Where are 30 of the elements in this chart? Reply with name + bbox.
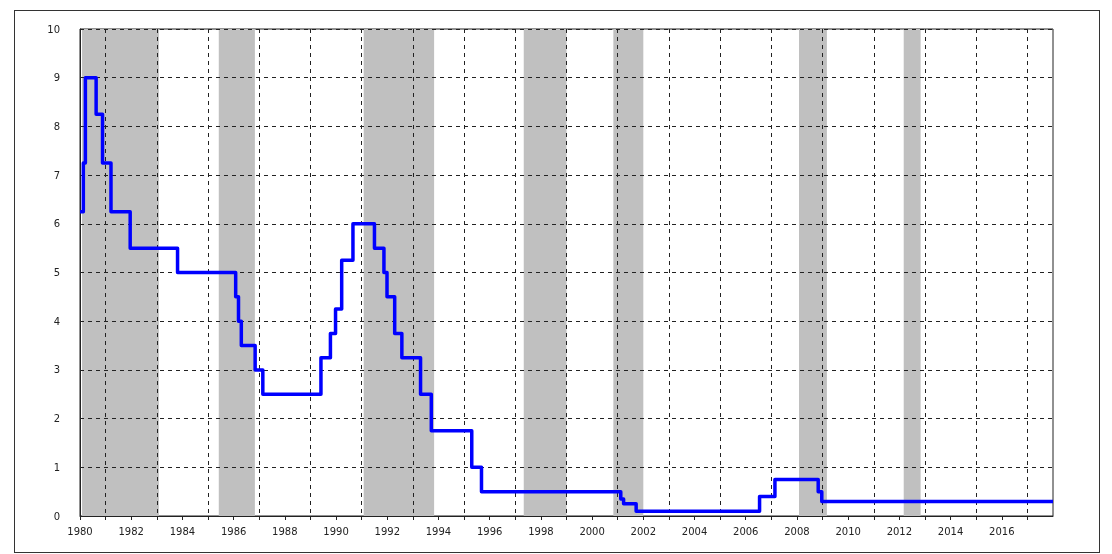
x-tick-label: 2014 (937, 525, 964, 537)
y-tick-label: 9 (53, 72, 60, 84)
x-tick-label: 1980 (67, 525, 93, 537)
x-tick-label: 1994 (425, 525, 452, 537)
x-tick-label: 1990 (323, 525, 349, 537)
y-tick-label: 4 (53, 315, 60, 327)
y-tick-label: 3 (53, 364, 60, 376)
x-tick-label: 1988 (272, 525, 298, 537)
x-tick-label: 1996 (476, 525, 503, 537)
y-tick-label: 7 (53, 169, 60, 181)
x-tick-label: 2000 (579, 525, 605, 537)
y-tick-label: 0 (53, 510, 60, 522)
x-tick-label: 2012 (886, 525, 913, 537)
x-tick-label: 1984 (169, 525, 196, 537)
y-tick-label: 6 (53, 218, 60, 230)
x-tick-label: 1992 (374, 525, 400, 537)
y-tick-label: 1 (53, 461, 60, 473)
x-tick-label: 2008 (784, 525, 810, 537)
y-tick-label: 8 (53, 120, 60, 132)
y-tick-label: 10 (47, 23, 60, 35)
x-tick-label: 2010 (835, 525, 861, 537)
x-tick-label: 2006 (733, 525, 759, 537)
x-tick-label: 2016 (989, 525, 1015, 537)
y-tick-label: 5 (53, 267, 60, 278)
x-tick-label: 2002 (630, 525, 657, 537)
x-tick-label: 1998 (528, 525, 554, 537)
x-tick-label: 2004 (681, 525, 708, 537)
y-tick-label: 2 (53, 413, 60, 425)
x-tick-label: 1986 (220, 525, 247, 537)
x-tick-label: 1982 (118, 525, 144, 537)
